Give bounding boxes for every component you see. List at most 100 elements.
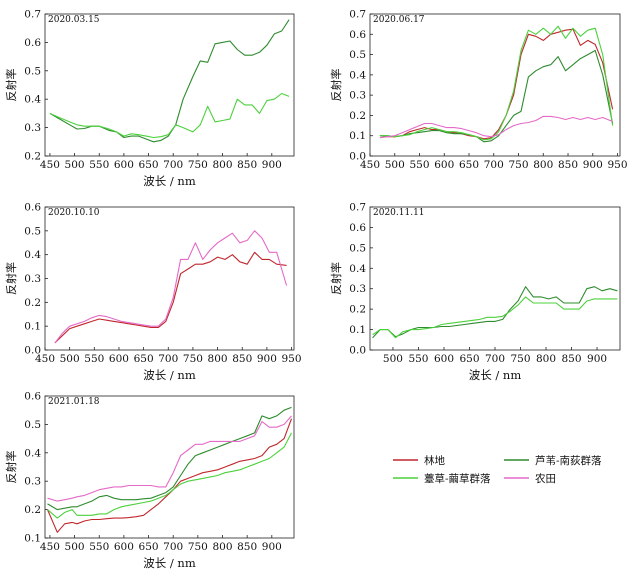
x-tick-label: 500 (383, 353, 403, 365)
x-tick-label: 800 (208, 353, 228, 365)
x-tick-label: 700 (163, 159, 183, 171)
y-tick-label: 0.0 (24, 345, 41, 357)
x-tick-label: 850 (237, 541, 257, 553)
y-tick-label: 0.2 (24, 504, 41, 516)
x-tick-label: 550 (89, 541, 109, 553)
panel-title: 2020.11.11 (373, 208, 425, 218)
y-tick-label: 0.4 (349, 69, 366, 81)
x-tick-label: 850 (558, 159, 578, 171)
x-tick-label: 800 (212, 541, 232, 553)
y-tick-label: 0.5 (24, 65, 41, 77)
x-tick-label: 750 (508, 159, 528, 171)
y-tick-label: 0.1 (24, 533, 41, 545)
y-tick-label: 0.1 (24, 321, 41, 333)
y-tick-label: 0.4 (24, 249, 41, 261)
y-tick-label: 0.6 (349, 29, 366, 41)
x-tick-label: 950 (608, 159, 628, 171)
x-tick-label: 750 (188, 159, 208, 171)
series-line-1 (49, 92, 290, 139)
series-line-1 (54, 230, 288, 344)
x-tick-label: 800 (212, 159, 232, 171)
x-tick-label: 800 (536, 353, 556, 365)
x-tick-label: 700 (158, 353, 178, 365)
x-tick-label: 550 (408, 353, 428, 365)
x-axis-label: 波长 / nm (143, 174, 196, 188)
y-tick-label: 0.6 (24, 391, 41, 403)
panel-title: 2020.10.10 (48, 208, 100, 218)
series-line-0 (372, 286, 618, 339)
y-tick-label: 0.3 (349, 90, 366, 102)
y-tick-label: 0.7 (24, 9, 41, 21)
series-line-0 (46, 418, 293, 533)
x-axis-label: 波长 / nm (469, 368, 522, 382)
x-tick-label: 750 (510, 353, 530, 365)
y-tick-label: 0.3 (24, 476, 41, 488)
x-tick-label: 900 (583, 159, 603, 171)
panel-title: 2021.01.18 (48, 397, 100, 407)
y-axis-label: 反射率 (4, 451, 18, 484)
y-tick-label: 0.7 (349, 202, 366, 214)
x-tick-label: 650 (139, 541, 159, 553)
y-tick-label: 0.3 (349, 283, 366, 295)
x-tick-label: 550 (84, 353, 104, 365)
series-line-2 (47, 432, 292, 519)
panel-title: 2020.03.15 (48, 15, 100, 25)
x-tick-label: 750 (183, 353, 203, 365)
x-tick-label: 450 (40, 541, 60, 553)
x-axis-label: 波长 / nm (143, 556, 196, 570)
x-tick-label: 500 (60, 353, 80, 365)
y-tick-label: 0.3 (24, 273, 41, 285)
x-tick-label: 700 (163, 541, 183, 553)
series-line-1 (47, 406, 292, 511)
x-tick-label: 950 (282, 353, 302, 365)
x-tick-label: 500 (65, 159, 85, 171)
x-tick-label: 650 (134, 353, 154, 365)
y-axis-label: 反射率 (4, 262, 18, 295)
y-tick-label: 0.6 (349, 222, 366, 234)
x-tick-label: 650 (139, 159, 159, 171)
series-line-3 (47, 415, 292, 502)
x-tick-label: 900 (262, 541, 282, 553)
y-tick-label: 0.5 (24, 225, 41, 237)
x-tick-label: 900 (587, 353, 607, 365)
panel-2020-06-17: 0.0 0.1 0.2 0.3 0.4 0.5 0.6 0.7 450 500 550 600 650 7… (329, 9, 628, 172)
x-tick-label: 850 (237, 159, 257, 171)
x-tick-label: 700 (484, 159, 504, 171)
series-line-1 (379, 49, 614, 143)
y-tick-label: 0.5 (24, 419, 41, 431)
panel-2021-01-18: 0.1 0.2 0.3 0.4 0.5 0.6 450 500 550 600 650 700 750 8… (4, 391, 295, 570)
plot-frame (369, 13, 621, 157)
legend-label: 芦苇-南荻群落 (535, 454, 602, 467)
y-tick-label: 0.2 (349, 110, 366, 122)
y-tick-label: 0.4 (24, 447, 41, 459)
x-tick-label: 800 (533, 159, 553, 171)
x-tick-label: 900 (262, 159, 282, 171)
x-tick-label: 700 (485, 353, 505, 365)
plot-frame (44, 395, 295, 539)
legend-label: 林地 (424, 454, 445, 467)
x-tick-label: 600 (109, 353, 129, 365)
x-tick-label: 750 (188, 541, 208, 553)
panel-2020-03-15: 0.2 0.3 0.4 0.5 0.6 0.7 450 500 550 600 650 700 750 8… (4, 9, 295, 188)
y-tick-label: 0.3 (24, 122, 41, 134)
panel-2020-10-10: 0.0 0.1 0.2 0.3 0.4 0.5 0.6 450 500 550 600 650 700 7… (4, 202, 302, 383)
y-tick-label: 0.4 (24, 94, 41, 106)
legend-label: 农田 (535, 472, 556, 485)
x-tick-label: 450 (35, 353, 55, 365)
x-tick-label: 650 (459, 159, 479, 171)
y-tick-label: 0.4 (349, 263, 366, 275)
y-tick-label: 0.0 (349, 345, 366, 357)
y-axis-label: 反射率 (329, 262, 343, 295)
x-tick-label: 650 (459, 353, 479, 365)
plot-frame (44, 13, 295, 157)
series-line-1 (372, 296, 618, 339)
y-tick-label: 0.5 (349, 242, 366, 254)
y-axis-label: 反射率 (329, 69, 343, 102)
y-tick-label: 0.7 (349, 9, 366, 21)
y-tick-label: 0.6 (24, 37, 41, 49)
y-tick-label: 0.2 (24, 151, 41, 163)
y-tick-label: 0.6 (24, 202, 41, 214)
x-tick-label: 850 (562, 353, 582, 365)
x-tick-label: 550 (89, 159, 109, 171)
